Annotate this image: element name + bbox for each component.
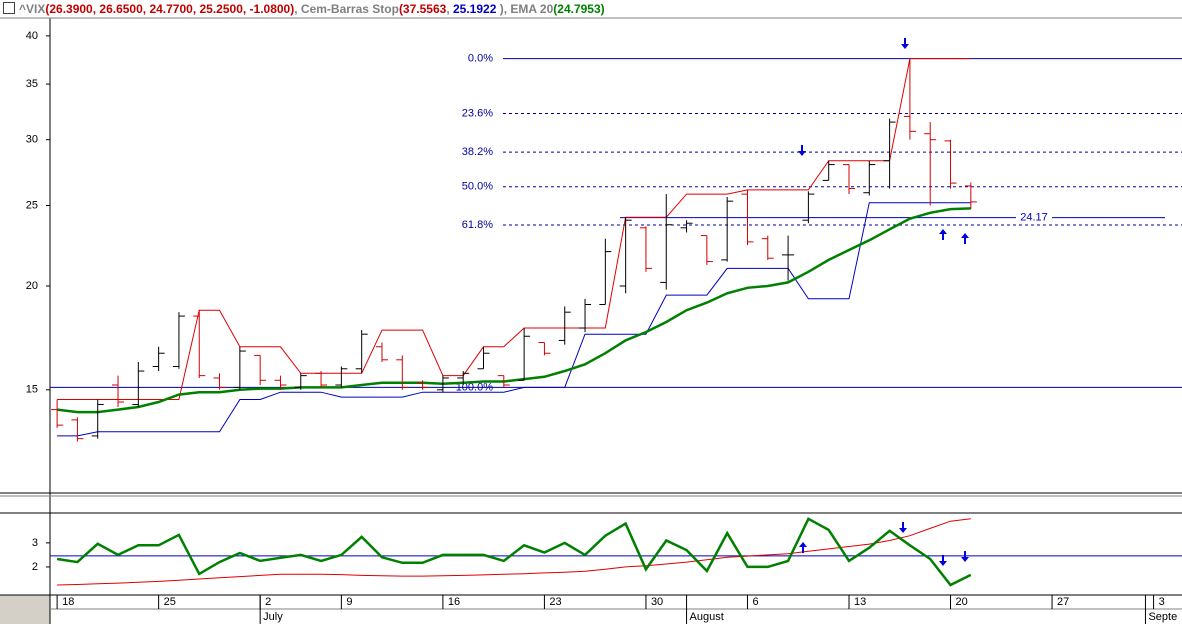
arrow-down [939, 555, 947, 566]
x-tick-label: 16 [448, 596, 460, 608]
y-tick-label: 40 [26, 30, 38, 42]
level-label-bg [1016, 211, 1052, 224]
arrow-down [798, 145, 806, 156]
x-tick-label: 23 [549, 596, 561, 608]
fib-level-label: 50.0% [462, 181, 493, 193]
legend-bar: ^VIX(26.3900, 26.6500, 24.7700, 25.2500,… [0, 0, 1182, 18]
legend-entry: 25.1922 [452, 2, 497, 16]
marks: 15 20 25 30 35 40 0.0% 23.6% 38.2% 50.0% 61.8% 100.… [26, 30, 1182, 624]
y-tick-label: 25 [26, 199, 38, 211]
series-line [57, 518, 971, 586]
fib-level-label: 0.0% [468, 53, 493, 65]
legend-entry: (26.3900, 26.6500, 24.7700, 25.2500, -1.… [45, 2, 295, 16]
arrow-down [901, 38, 909, 49]
x-tick-label: 30 [651, 596, 663, 608]
fib-level-label: 61.8% [462, 219, 493, 231]
legend-entry: , Cem-Barras Stop [294, 2, 399, 16]
y-tick-label: 15 [26, 384, 38, 396]
fib-level-label: 38.2% [462, 146, 493, 158]
signal-arrows [798, 38, 969, 566]
x-tick-label: 6 [752, 596, 758, 608]
arrow-up [799, 542, 807, 553]
series-line [57, 58, 971, 400]
y-tick-label: 2 [32, 561, 38, 573]
arrow-up [939, 229, 947, 240]
y-tick-label: 30 [26, 134, 38, 146]
month-label: Septe [1148, 611, 1177, 623]
fib-level-label: 100.0% [456, 381, 494, 393]
x-tick-label: 13 [854, 596, 866, 608]
legend-entry: ^VIX [19, 2, 46, 16]
series-line [56, 517, 972, 587]
y-tick-label: 20 [26, 280, 38, 292]
month-label: August [690, 611, 724, 623]
level-label: 24.17 [1020, 212, 1048, 224]
x-tick-label: 20 [956, 596, 968, 608]
x-tick-label: 3 [1159, 596, 1165, 608]
legend-entry: ), EMA 20 [496, 2, 554, 16]
month-label: July [263, 611, 283, 623]
series-line [57, 202, 971, 437]
x-tick-label: 9 [346, 596, 352, 608]
x-tick-label: 18 [62, 596, 74, 608]
series-line [56, 207, 971, 414]
arrow-down [899, 522, 907, 533]
x-tick-label: 25 [164, 596, 176, 608]
x-tick-label: 2 [265, 596, 271, 608]
y-tick-label: 35 [26, 78, 38, 90]
y-tick-label: 3 [32, 537, 38, 549]
window-icon [3, 2, 15, 14]
legend-entry: , [446, 2, 453, 16]
legend-entry: (24.7953) [553, 2, 605, 16]
axis-corner [0, 595, 50, 624]
fib-level-label: 23.6% [462, 107, 493, 119]
x-tick-label: 27 [1057, 596, 1069, 608]
legend-entry: (37.5563 [398, 2, 447, 16]
arrow-up [961, 233, 969, 244]
arrow-down [961, 551, 969, 562]
